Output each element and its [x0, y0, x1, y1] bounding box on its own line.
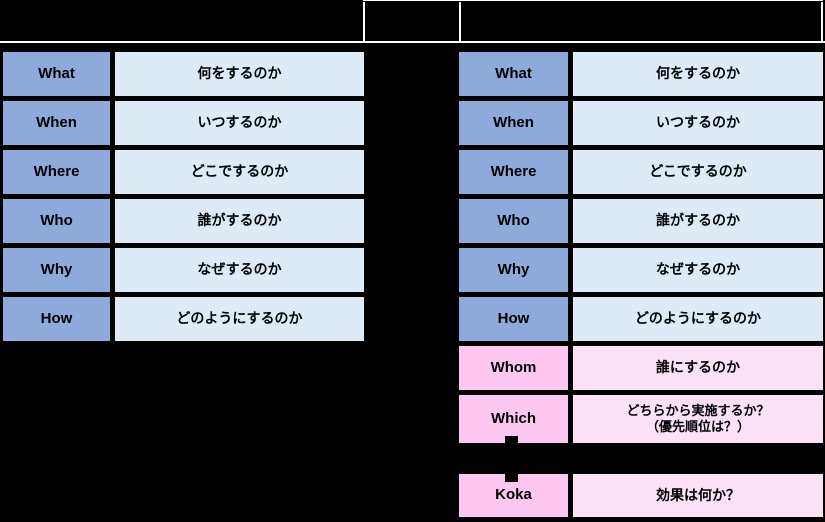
titlebar-underline [0, 41, 825, 43]
left-row-where-label: Where [3, 150, 110, 194]
slide-top-edge-line [363, 0, 823, 1]
left-row-why-label: Why [3, 248, 110, 292]
left-row-when-desc: いつするのか [115, 101, 364, 145]
koka-row-desc: 効果は何か？ [573, 474, 823, 517]
left-row-who-desc: 誰がするのか [115, 199, 364, 243]
right-row-where-desc: どこでするのか [573, 150, 823, 194]
left-titlebar-right-border [363, 2, 365, 41]
right-row-why-desc: なぜするのか [573, 248, 823, 292]
right-row-whom-label: Whom [459, 346, 568, 390]
right-row-where-label: Where [459, 150, 568, 194]
left-row-where-desc: どこでするのか [115, 150, 364, 194]
right-row-who-label: Who [459, 199, 568, 243]
right-titlebar-left-border [459, 2, 461, 41]
right-row-whom-desc: 誰にするのか [573, 346, 823, 390]
right-row-why-label: Why [459, 248, 568, 292]
right-row-when-label: When [459, 101, 568, 145]
which-desc-line2: （優先順位は？） [645, 419, 750, 434]
left-row-why-desc: なぜするのか [115, 248, 364, 292]
left-row-how-label: How [3, 297, 110, 341]
left-table-title-bar [2, 2, 363, 41]
right-row-who-desc: 誰がするのか [573, 199, 823, 243]
left-row-how-desc: どのようにするのか [115, 297, 364, 341]
left-row-who-label: Who [3, 199, 110, 243]
right-row-which-label: Which [459, 395, 568, 443]
right-row-how-desc: どのようにするのか [573, 297, 823, 341]
right-row-what-label: What [459, 52, 568, 96]
right-titlebar-right-border [821, 2, 823, 41]
right-row-how-label: How [459, 297, 568, 341]
which-desc-line1: どちらから実施するか？ [626, 402, 770, 418]
left-row-what-label: What [3, 52, 110, 96]
right-row-when-desc: いつするのか [573, 101, 823, 145]
left-row-when-label: When [3, 101, 110, 145]
right-row-what-desc: 何をするのか [573, 52, 823, 96]
left-row-what-desc: 何をするのか [115, 52, 364, 96]
right-row-which-desc: どちらから実施するか？ （優先順位は？） [573, 395, 823, 443]
plus-connector-icon [505, 436, 518, 482]
right-table-title-bar [461, 2, 821, 41]
